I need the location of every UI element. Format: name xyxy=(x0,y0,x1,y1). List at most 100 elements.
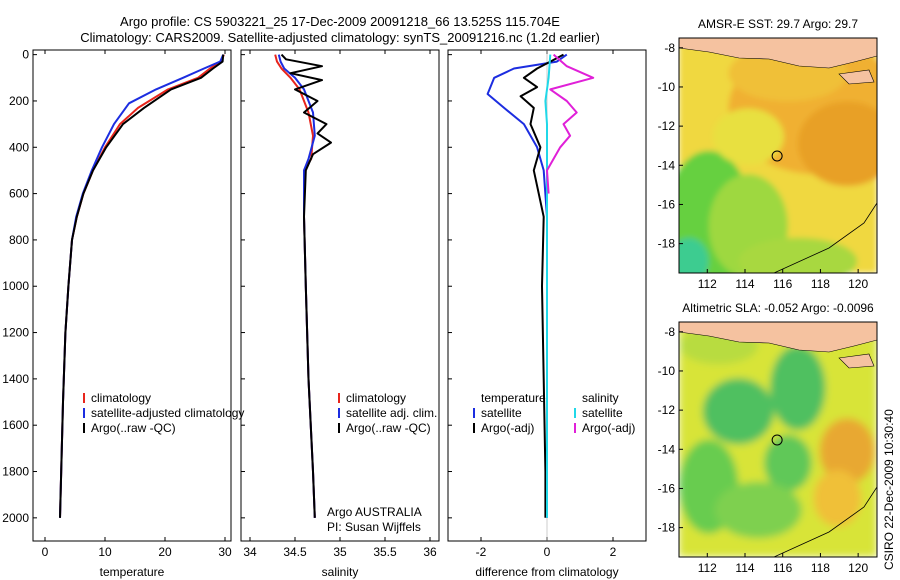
temp-panel: 0 10 20 30 0 200 400 600 800 1000 1200 1400 1600 1800… xyxy=(2,48,232,579)
temp-ytick-label: 800 xyxy=(9,233,29,247)
sst-map-xtick-label: 120 xyxy=(848,277,868,291)
sst-map-ytick-label: -14 xyxy=(658,158,676,172)
diff-xtick-label: 2 xyxy=(610,545,617,559)
sla-map-float-marker xyxy=(771,434,783,446)
sla-map-field-patch xyxy=(813,470,862,527)
sal-series-group xyxy=(274,53,332,518)
sla-map-coastline-australia xyxy=(773,486,877,557)
sal-xlabel: salinity xyxy=(322,565,359,579)
diff-legend-header-temp: temperature xyxy=(481,391,546,405)
sst-map-field-patch xyxy=(797,101,877,187)
sla-map-field xyxy=(679,322,877,557)
diff-legend-label: satellite xyxy=(582,406,623,420)
temp-ytick-label: 200 xyxy=(9,94,29,108)
sla-map-land-island xyxy=(838,353,875,369)
diff-xtick-label: 0 xyxy=(544,545,551,559)
sst-map-ytick-label: -18 xyxy=(658,237,676,251)
temp-legend-label: satellite-adjusted climatology xyxy=(91,406,244,420)
temp-ytick-label: 1200 xyxy=(2,326,29,340)
sst-map-xtick-label: 118 xyxy=(811,277,830,291)
sla-map-field-patch xyxy=(819,418,876,485)
sst-map-xtick-label: 114 xyxy=(735,277,754,291)
temp-ytick-label: 0 xyxy=(22,48,29,62)
sst-map-xtick-label: 112 xyxy=(698,277,717,291)
temp-ytick-label: 1000 xyxy=(2,279,29,293)
sla-map-xtick-label: 116 xyxy=(773,561,792,575)
sla-map-land-java xyxy=(679,322,877,353)
sla-map-ytick-label: -10 xyxy=(658,364,676,378)
temp-axes-frame xyxy=(32,49,232,542)
sal-legend-label: Argo(..raw -QC) xyxy=(346,421,431,435)
sst-map-land-island xyxy=(838,69,875,85)
sla-map-ytick-label: -16 xyxy=(658,481,676,495)
salinity-annotation-line: PI: Susan Wijffels xyxy=(327,520,421,534)
diff-legend-label: satellite xyxy=(481,406,522,420)
sal-xtick-label: 35.5 xyxy=(373,545,397,559)
sst-map-ytick-label: -12 xyxy=(658,119,676,133)
sst-map-float-marker xyxy=(771,150,783,162)
diff-series-line-1 xyxy=(519,53,564,518)
sla-map-field-clip xyxy=(679,322,877,557)
temp-series-group xyxy=(59,54,225,518)
sal-legend-label: satellite adj. clim. xyxy=(346,406,437,420)
side-credit: CSIRO 22-Dec-2009 10:30:40 xyxy=(882,409,896,570)
sst-map-land-java xyxy=(679,38,877,69)
temp-legend-label: Argo(..raw -QC) xyxy=(91,421,176,435)
diff-series-group xyxy=(486,53,595,518)
sla-map-title: Altimetric SLA: -0.052 Argo: -0.0096 xyxy=(682,301,874,315)
temp-ytick-label: 1800 xyxy=(2,465,29,479)
temp-series-line-2 xyxy=(59,54,225,518)
diff-legend-header-sal: salinity xyxy=(582,391,619,405)
sla-map-xtick-label: 118 xyxy=(811,561,830,575)
sal-legend-label: climatology xyxy=(346,391,406,405)
temp-xtick-label: 20 xyxy=(158,545,172,559)
sal-panel: 34 34.5 35 35.5 36 salinity xyxy=(240,49,440,579)
figure-title-line2: Climatology: CARS2009. Satellite-adjuste… xyxy=(80,30,600,45)
sla-map-panel: Altimetric SLA: -0.052 Argo: -0.0096 112 1… xyxy=(658,301,878,575)
diff-xlabel: difference from climatology xyxy=(475,565,618,579)
sst-map-title: AMSR-E SST: 29.7 Argo: 29.7 xyxy=(698,17,858,31)
temp-xtick-label: 30 xyxy=(218,545,232,559)
sla-map-ytick-label: -12 xyxy=(658,403,676,417)
diff-xtick-label: -2 xyxy=(476,545,487,559)
sal-axes-frame xyxy=(240,49,440,542)
sst-map-frame xyxy=(678,37,878,274)
temp-ytick-label: 1400 xyxy=(2,372,29,386)
sst-map-field xyxy=(679,38,877,273)
diff-panel: -2 0 2 difference from climatology xyxy=(447,49,647,579)
sla-map-field-patch xyxy=(702,378,775,445)
sst-map-panel: AMSR-E SST: 29.7 Argo: 29.7 112 114 116 118 1… xyxy=(658,17,878,291)
diff-legend-label: Argo(-adj) xyxy=(481,421,534,435)
sla-map-ytick-label: -8 xyxy=(664,325,675,339)
sst-map-coastline-australia xyxy=(773,202,877,273)
figure-title-line1: Argo profile: CS 5903221_25 17-Dec-2009 … xyxy=(120,14,560,29)
temp-xtick-label: 0 xyxy=(42,545,49,559)
sal-xtick-label: 34 xyxy=(243,545,257,559)
sla-map-frame xyxy=(678,321,878,558)
diff-legend-label: Argo(-adj) xyxy=(582,421,635,435)
sst-map-ytick-label: -8 xyxy=(664,41,675,55)
sla-map-xtick-label: 120 xyxy=(848,561,868,575)
sal-xtick-label: 35 xyxy=(333,545,347,559)
sal-xtick-label: 34.5 xyxy=(283,545,307,559)
salinity-annotation-line: Argo AUSTRALIA xyxy=(327,505,422,519)
sla-map-field-patch xyxy=(764,434,812,492)
sst-map-ytick-label: -16 xyxy=(658,197,676,211)
diff-series-line-3 xyxy=(546,53,595,194)
sla-map-xtick-label: 112 xyxy=(698,561,717,575)
sst-map-ytick-label: -10 xyxy=(658,80,676,94)
sla-map-field-patch xyxy=(714,481,802,539)
temp-xlabel: temperature xyxy=(100,565,165,579)
sst-map-xtick-label: 116 xyxy=(773,277,792,291)
sal-series-line-2 xyxy=(280,53,332,518)
sla-map-xtick-label: 114 xyxy=(735,561,754,575)
temp-ytick-label: 600 xyxy=(9,187,29,201)
sla-map-field-patch xyxy=(770,345,826,431)
temp-xtick-label: 10 xyxy=(98,545,112,559)
sst-map-field-patch xyxy=(738,237,858,273)
sla-map-ytick-label: -14 xyxy=(658,442,676,456)
sst-map-field-clip xyxy=(679,38,877,273)
sst-map-field-patch xyxy=(679,237,709,273)
temp-ytick-label: 1600 xyxy=(2,418,29,432)
